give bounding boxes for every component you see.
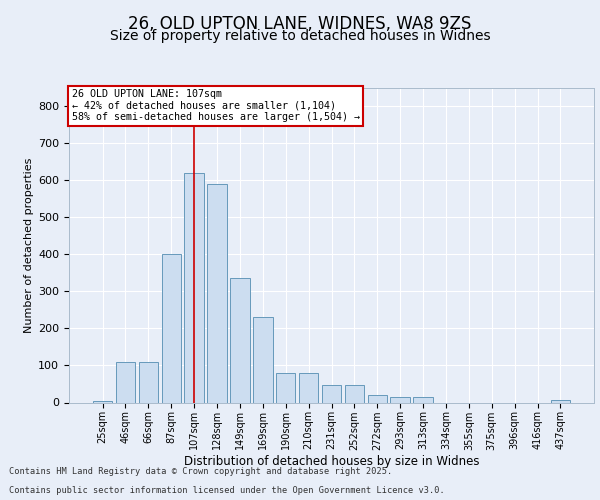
Y-axis label: Number of detached properties: Number of detached properties [24,158,34,332]
Bar [299,373,319,402]
Text: 26, OLD UPTON LANE, WIDNES, WA8 9ZS: 26, OLD UPTON LANE, WIDNES, WA8 9ZS [128,15,472,33]
Bar [161,254,181,402]
Bar [368,395,387,402]
Bar [344,385,364,402]
X-axis label: Distribution of detached houses by size in Widnes: Distribution of detached houses by size … [184,455,479,468]
Bar [551,400,570,402]
Bar [253,316,272,402]
Text: Contains public sector information licensed under the Open Government Licence v3: Contains public sector information licen… [9,486,445,495]
Bar [276,373,295,402]
Text: Contains HM Land Registry data © Crown copyright and database right 2025.: Contains HM Land Registry data © Crown c… [9,467,392,476]
Bar [139,362,158,403]
Bar [322,385,341,402]
Bar [413,397,433,402]
Text: Size of property relative to detached houses in Widnes: Size of property relative to detached ho… [110,29,490,43]
Bar [184,172,204,402]
Bar [391,397,410,402]
Bar [116,362,135,403]
Bar [208,184,227,402]
Bar [93,400,112,402]
Text: 26 OLD UPTON LANE: 107sqm
← 42% of detached houses are smaller (1,104)
58% of se: 26 OLD UPTON LANE: 107sqm ← 42% of detac… [71,89,359,122]
Bar [230,278,250,402]
